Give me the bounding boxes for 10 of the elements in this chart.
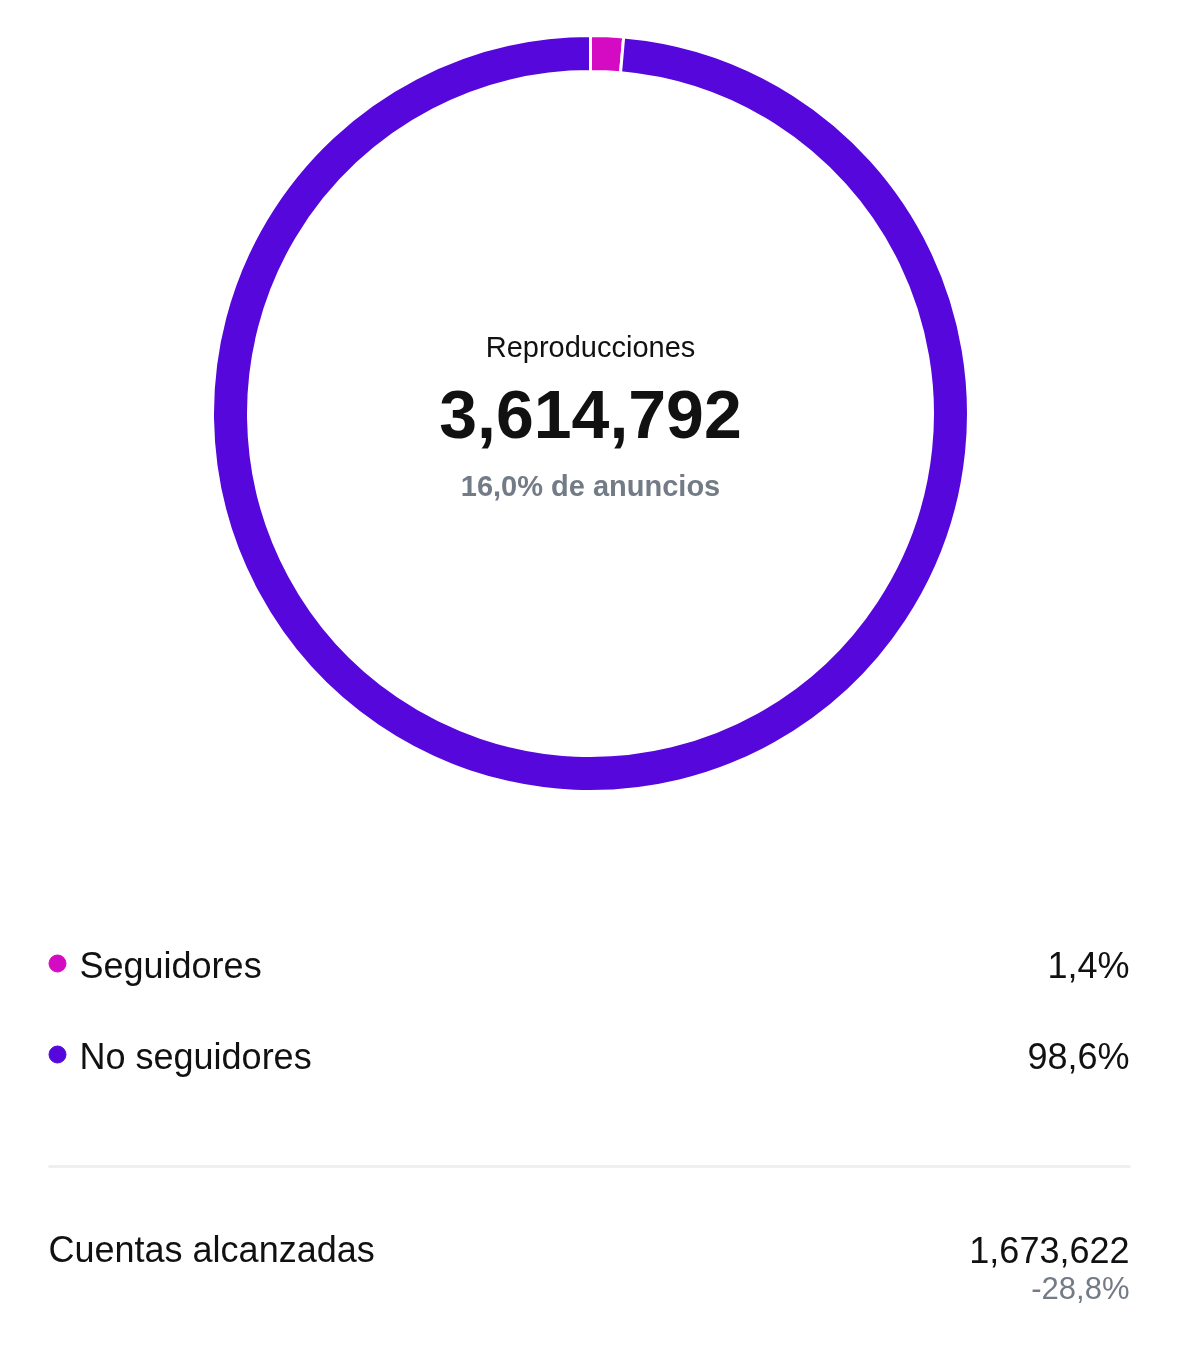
- text: -28,8%: [1031, 1271, 1130, 1306]
- data-label: 98,6%: [1027, 1036, 1130, 1077]
- text: 1,673,622: [969, 1229, 1130, 1271]
- text: Cuentas alcanzadas: [48, 1229, 375, 1270]
- legend-label: Seguidores: [79, 945, 262, 986]
- data-label: 1,4%: [1047, 945, 1130, 986]
- text: Reproducciones: [485, 330, 696, 363]
- text: 16,0% de anuncios: [460, 469, 721, 502]
- legend-label: No seguidores: [79, 1036, 312, 1077]
- text: 3,614,792: [439, 376, 742, 452]
